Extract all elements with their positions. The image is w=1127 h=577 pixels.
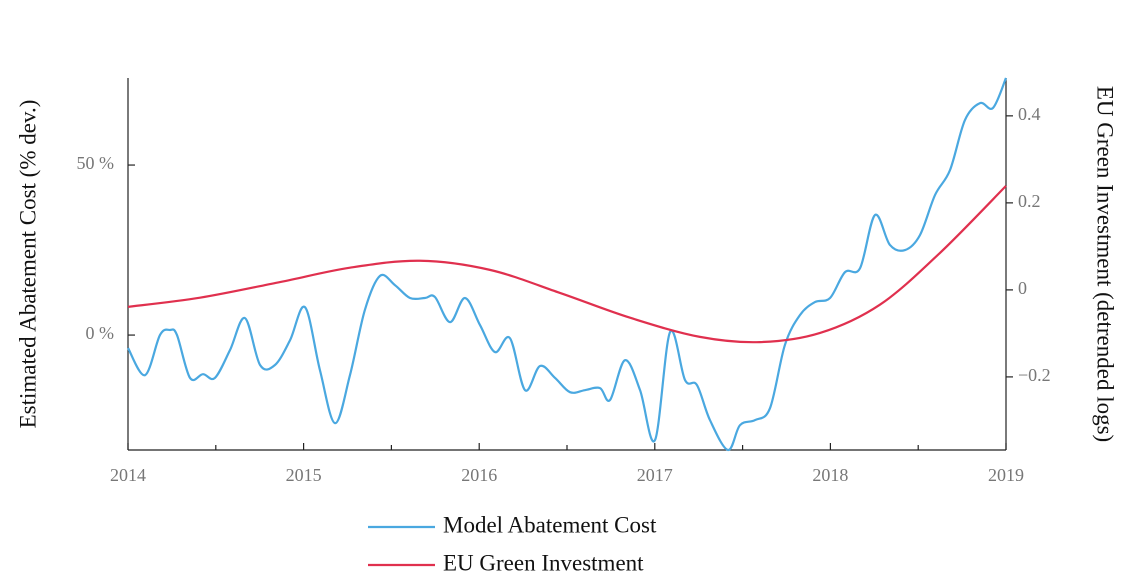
x-tick-label: 2017: [637, 465, 673, 485]
y2-tick-label: 0.4: [1018, 104, 1041, 124]
y-tick-label: 50 %: [77, 153, 115, 173]
x-tick-label: 2015: [286, 465, 322, 485]
y-tick-label: 0 %: [86, 323, 115, 343]
y2-tick-label: 0: [1018, 278, 1027, 298]
y2-tick-label: 0.2: [1018, 191, 1041, 211]
x-tick-label: 2016: [461, 465, 497, 485]
x-tick-label: 2018: [812, 465, 848, 485]
y2-tick-label: −0.2: [1018, 365, 1051, 385]
legend-label: Model Abatement Cost: [443, 512, 657, 537]
series-line: [127, 77, 1008, 452]
series-line: [127, 185, 1007, 344]
x-tick-label: 2014: [110, 465, 146, 485]
y-axis-title: Estimated Abatement Cost (% dev.): [15, 100, 40, 429]
legend-label: EU Green Investment: [443, 550, 644, 575]
y2-axis-title: EU Green Investment (detrended logs): [1093, 86, 1118, 442]
x-tick-label: 2019: [988, 465, 1024, 485]
